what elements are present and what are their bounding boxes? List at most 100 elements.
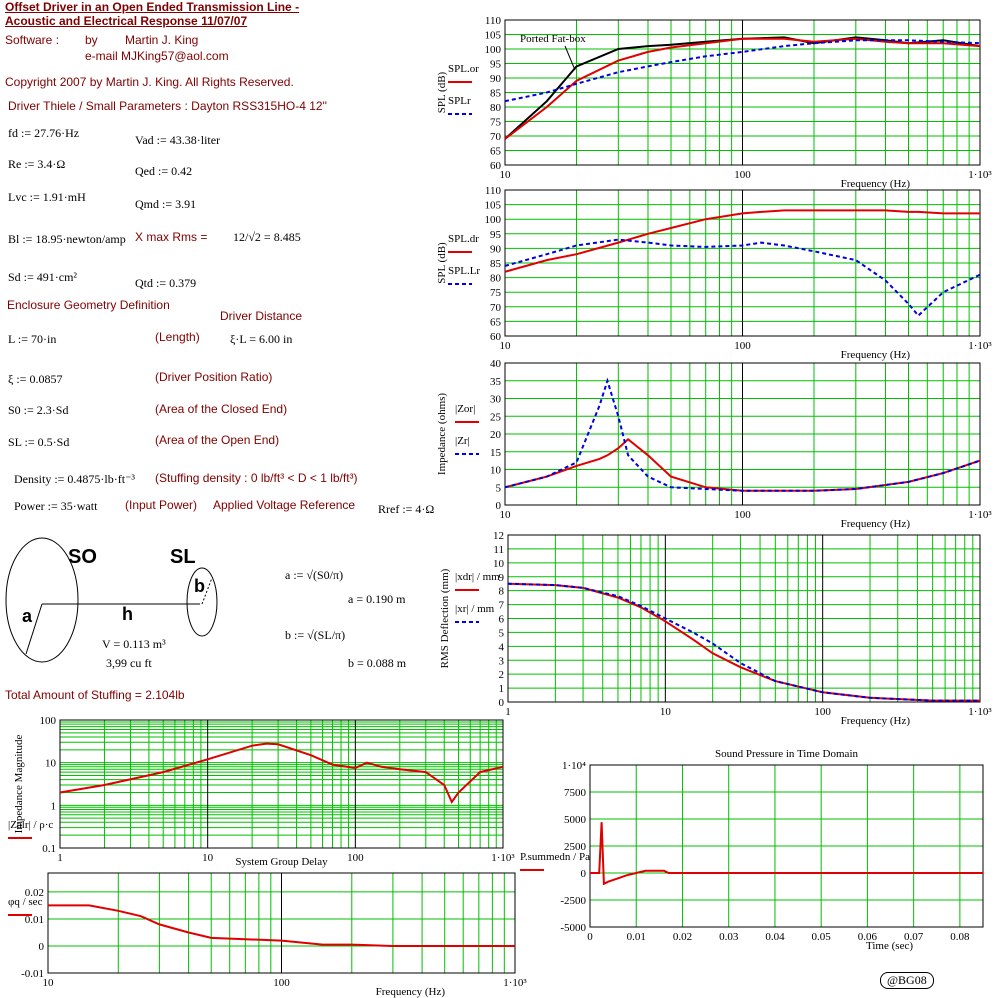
legend-label: P.summedn / Pa [520, 851, 590, 863]
y-tick-label: 30 [490, 394, 502, 406]
equation: Qed := 0.42 [135, 164, 193, 178]
plot-border [504, 362, 981, 506]
x-tick-label: 100 [347, 852, 364, 864]
legend-label: SPL.dr [448, 233, 479, 245]
x-axis-label: Frequency (Hz) [376, 986, 446, 998]
equation: b = 0.088 m [348, 656, 407, 670]
diagram-label: SL [170, 546, 196, 568]
y-tick-label: 85 [490, 88, 502, 100]
y-tick-label: 15 [490, 447, 502, 459]
plot-border [504, 189, 981, 337]
y-tick-label: 60 [490, 331, 502, 343]
plot-border [507, 534, 981, 703]
x-tick-label: 100 [734, 509, 751, 521]
equation: S0 := 2.3·Sd [8, 403, 69, 417]
y-axis-label: RMS Deflection (mm) [439, 568, 451, 668]
plot-border [59, 719, 504, 849]
y-tick-label: -5000 [560, 922, 586, 934]
y-tick-label: -0.01 [21, 968, 44, 980]
equation: Rref := 4·Ω [378, 502, 435, 516]
series-line [504, 39, 981, 103]
diagram-label: a [22, 606, 33, 626]
y-tick-label: 2 [499, 669, 505, 681]
equation: Re := 3.4·Ω [8, 157, 66, 171]
label: by [85, 33, 98, 47]
y-tick-label: -2500 [560, 895, 586, 907]
x-tick-label: 1·10³ [968, 509, 992, 521]
y-tick-label: 10 [45, 758, 57, 770]
copyright: Copyright 2007 by Martin J. King. All Ri… [5, 75, 294, 89]
equation: Power := 35·watt [14, 499, 98, 513]
y-tick-label: 1 [51, 800, 57, 812]
title: Offset Driver in an Open Ended Transmiss… [5, 0, 300, 14]
y-tick-label: 6 [499, 614, 505, 626]
equation: Qmd := 3.91 [135, 197, 197, 211]
equation: 12/√2 = 8.485 [233, 230, 301, 244]
x-tick-label: 1·10³ [968, 706, 992, 718]
badge: @BG08 [880, 972, 934, 989]
y-tick-label: 60 [490, 160, 502, 172]
volume: 3,99 cu ft [106, 656, 152, 670]
legend-label: SPLr [448, 95, 471, 107]
y-tick-label: 80 [490, 273, 502, 285]
x-axis-label: Frequency (Hz) [841, 349, 911, 361]
x-tick-label: 10 [500, 340, 512, 352]
y-tick-label: 0 [581, 868, 587, 880]
y-tick-label: 0 [499, 697, 505, 709]
x-tick-label: 100 [734, 169, 751, 181]
x-tick-label: 0.01 [627, 931, 646, 943]
y-tick-label: 80 [490, 102, 502, 114]
series-line [504, 209, 980, 273]
x-tick-label: 0.07 [904, 931, 924, 943]
y-tick-label: 105 [485, 200, 502, 212]
y-tick-label: 100 [40, 715, 57, 727]
legend-label: |xr| / mm [455, 603, 495, 615]
plot-area [59, 719, 504, 849]
y-tick-label: 0.1 [42, 843, 56, 855]
y-tick-label: 0 [39, 941, 45, 953]
x-tick-label: 10 [202, 852, 214, 864]
x-tick-label: 1·10³ [968, 340, 992, 352]
equation: Lvc := 1.91·mH [8, 190, 86, 204]
y-tick-label: 65 [490, 146, 502, 158]
legend-label: |Zalr| / ρ·c [8, 819, 53, 831]
legend-label: |Zor| [455, 403, 475, 415]
y-tick-label: 100 [485, 44, 502, 56]
y-tick-label: 90 [490, 73, 502, 85]
email: e-mail MJKing57@aol.com [85, 49, 229, 63]
x-tick-label: 1 [57, 852, 63, 864]
x-tick-label: 1·10³ [503, 977, 527, 989]
y-tick-label: 0 [496, 500, 502, 512]
plot-border [504, 19, 981, 166]
y-tick-label: 95 [490, 59, 502, 71]
x-tick-label: 10 [500, 509, 512, 521]
label: Software : [5, 33, 60, 47]
y-tick-label: 12 [493, 530, 504, 542]
series-line [504, 238, 981, 318]
x-axis-label: Frequency (Hz) [841, 178, 911, 190]
legend-label: SPL.Lr [448, 265, 480, 277]
label: X max Rms = [135, 230, 208, 244]
legend-label: |xdr| / mm [455, 571, 500, 583]
title: Acoustic and Electrical Response 11/07/0… [5, 14, 248, 28]
equation: Bl := 18.95·newton/amp [8, 232, 126, 246]
plot-border [47, 872, 516, 974]
series-line [59, 742, 504, 805]
y-tick-label: 8 [499, 586, 505, 598]
y-tick-label: 40 [490, 358, 502, 370]
equation: a := √(S0/π) [285, 568, 344, 582]
y-tick-label: 25 [490, 411, 502, 423]
equation: SL := 0.5·Sd [8, 435, 70, 449]
x-tick-label: 0.04 [765, 931, 785, 943]
chart-title: System Group Delay [235, 856, 328, 868]
y-tick-label: 75 [490, 287, 502, 299]
equation: ξ := 0.0857 [8, 372, 63, 386]
note: (Stuffing density : 0 lb/ft³ < D < 1 lb/… [155, 471, 358, 485]
y-tick-label: 4 [499, 641, 505, 653]
series-line [590, 822, 983, 886]
x-tick-label: 100 [734, 340, 751, 352]
label: Driver Distance [220, 309, 303, 323]
x-tick-label: 100 [273, 977, 290, 989]
y-tick-label: 0.02 [25, 887, 44, 899]
